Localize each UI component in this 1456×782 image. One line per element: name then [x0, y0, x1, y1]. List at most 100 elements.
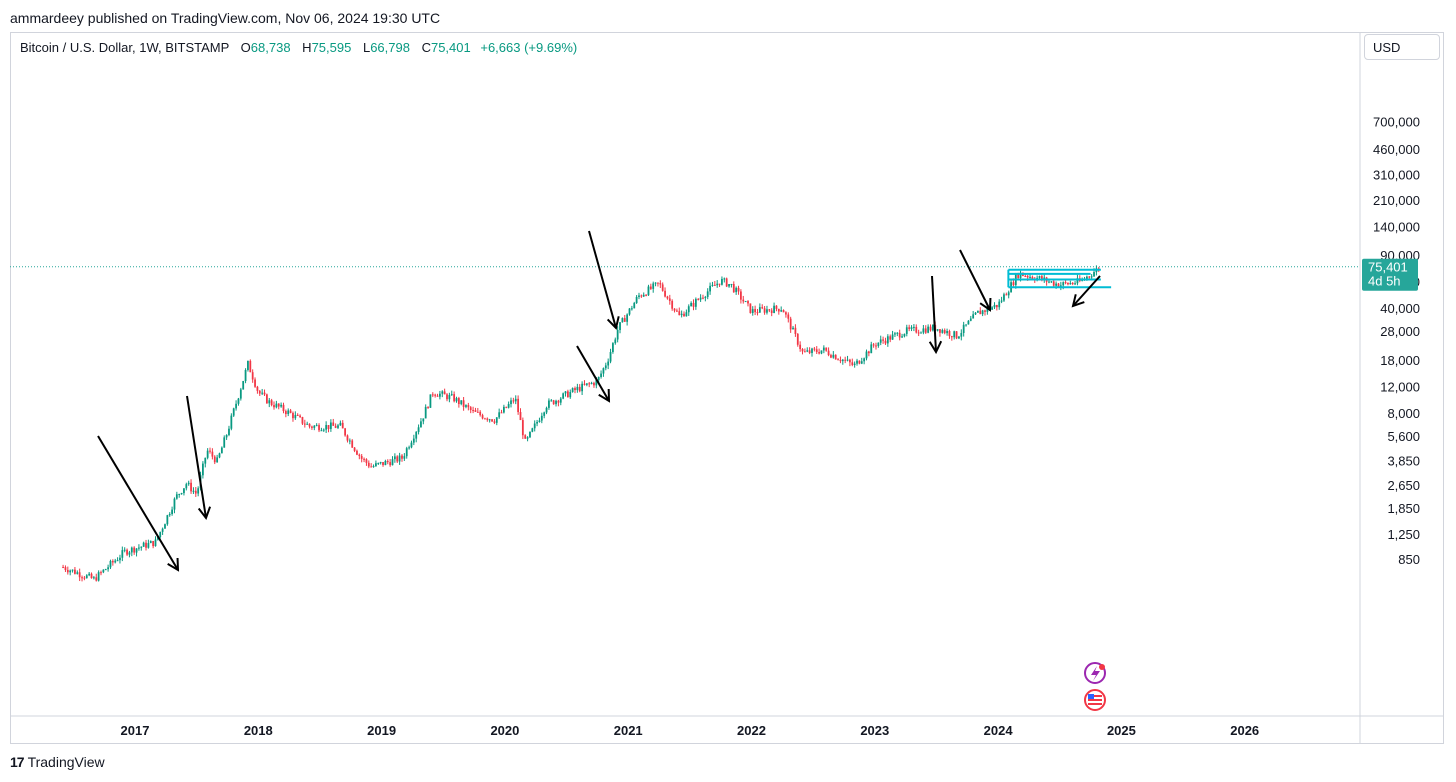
candle-body [213, 456, 216, 463]
candle-body [785, 312, 787, 315]
candle-body [744, 301, 747, 303]
candle-body [360, 456, 363, 459]
candle-body [436, 395, 439, 397]
candle-body [294, 414, 297, 419]
candle-body [837, 359, 839, 361]
event-icons[interactable] [1084, 662, 1106, 711]
candle-body [806, 350, 809, 352]
candle-body [491, 419, 493, 422]
candle-body [1076, 278, 1079, 284]
candle-body [1086, 276, 1088, 279]
candle-body [88, 573, 91, 576]
candle-body [375, 463, 377, 467]
candle-body [597, 376, 600, 380]
candle-body [64, 567, 67, 571]
annotation-arrow [959, 249, 992, 312]
candle-body [960, 332, 963, 337]
currency-button[interactable]: USD [1364, 34, 1440, 60]
candle-body [841, 359, 844, 362]
candle-body [986, 307, 989, 312]
candle-body [386, 460, 389, 463]
candle-body [882, 339, 884, 341]
symbol-name: Bitcoin / U.S. Dollar, 1W, BITSTAMP [20, 40, 230, 55]
candle-body [886, 336, 889, 344]
candle-body [149, 540, 152, 544]
candle-body [465, 405, 467, 407]
candle-body [813, 348, 816, 350]
candle-body [702, 297, 704, 299]
candle-body [555, 400, 557, 405]
candle-body [353, 447, 356, 451]
candle-body [521, 420, 524, 436]
annotation-arrow [97, 435, 180, 572]
candle-body [1048, 281, 1050, 283]
y-tick-label: 460,000 [1373, 142, 1420, 157]
candle-body [277, 403, 280, 407]
candle-body [969, 318, 972, 321]
candle-body [943, 330, 946, 334]
candle-body [1038, 276, 1041, 278]
candle-body [711, 284, 714, 286]
candle-body [600, 373, 602, 377]
candle-body [811, 348, 813, 354]
candle-body [415, 431, 418, 439]
candle-body [263, 392, 266, 395]
candle-body [839, 359, 842, 362]
candle-body [566, 391, 569, 398]
candle-body [389, 462, 392, 466]
candle-body [645, 294, 647, 296]
candle-body [576, 386, 579, 391]
high-label: H [302, 40, 312, 55]
y-tick-label: 18,000 [1380, 353, 1420, 368]
y-tick-label: 850 [1398, 552, 1420, 567]
candle-body [832, 354, 835, 358]
candle-body [543, 412, 546, 416]
candle-body [396, 456, 399, 462]
candle-body [552, 400, 555, 405]
candle-body [95, 577, 98, 581]
y-tick-label: 2,650 [1387, 478, 1420, 493]
candle-body [318, 425, 320, 431]
candle-body [673, 308, 676, 311]
open-label: O [240, 40, 251, 55]
candle-body [220, 447, 223, 454]
candle-body [595, 379, 598, 386]
price-tag-countdown: 4d 5h [1368, 274, 1401, 289]
candle-body [1019, 272, 1022, 279]
candle-body [412, 438, 415, 443]
candle-body [401, 455, 403, 459]
candle-body [358, 454, 361, 457]
candle-body [356, 450, 358, 455]
candle-body [1062, 282, 1065, 286]
candle-body [510, 400, 512, 405]
candle-body [453, 394, 456, 402]
candle-body [538, 420, 541, 423]
candle-body [292, 412, 294, 419]
candle-body [585, 383, 588, 385]
candle-body [571, 388, 574, 392]
candle-body [630, 308, 633, 310]
candle-body [206, 450, 209, 458]
candle-body [922, 328, 925, 333]
x-tick-label: 2025 [1107, 723, 1136, 738]
candle-body [81, 577, 83, 579]
candle-body [635, 297, 638, 303]
candle-body [678, 311, 681, 316]
candle-body [431, 394, 434, 396]
candle-body [754, 309, 757, 313]
candle-body [408, 447, 410, 449]
candle-body [704, 296, 707, 298]
candle-body [950, 336, 953, 338]
candle-body [668, 298, 671, 301]
candle-body [299, 415, 301, 418]
candle-body [479, 411, 482, 416]
candle-body [941, 330, 944, 333]
candle-body [138, 547, 140, 549]
candle-body [90, 573, 93, 579]
annotation-arrow [576, 345, 611, 403]
candle-body [524, 435, 527, 439]
candle-body [341, 422, 344, 429]
candle-body [130, 547, 133, 553]
candle-body [448, 395, 451, 400]
